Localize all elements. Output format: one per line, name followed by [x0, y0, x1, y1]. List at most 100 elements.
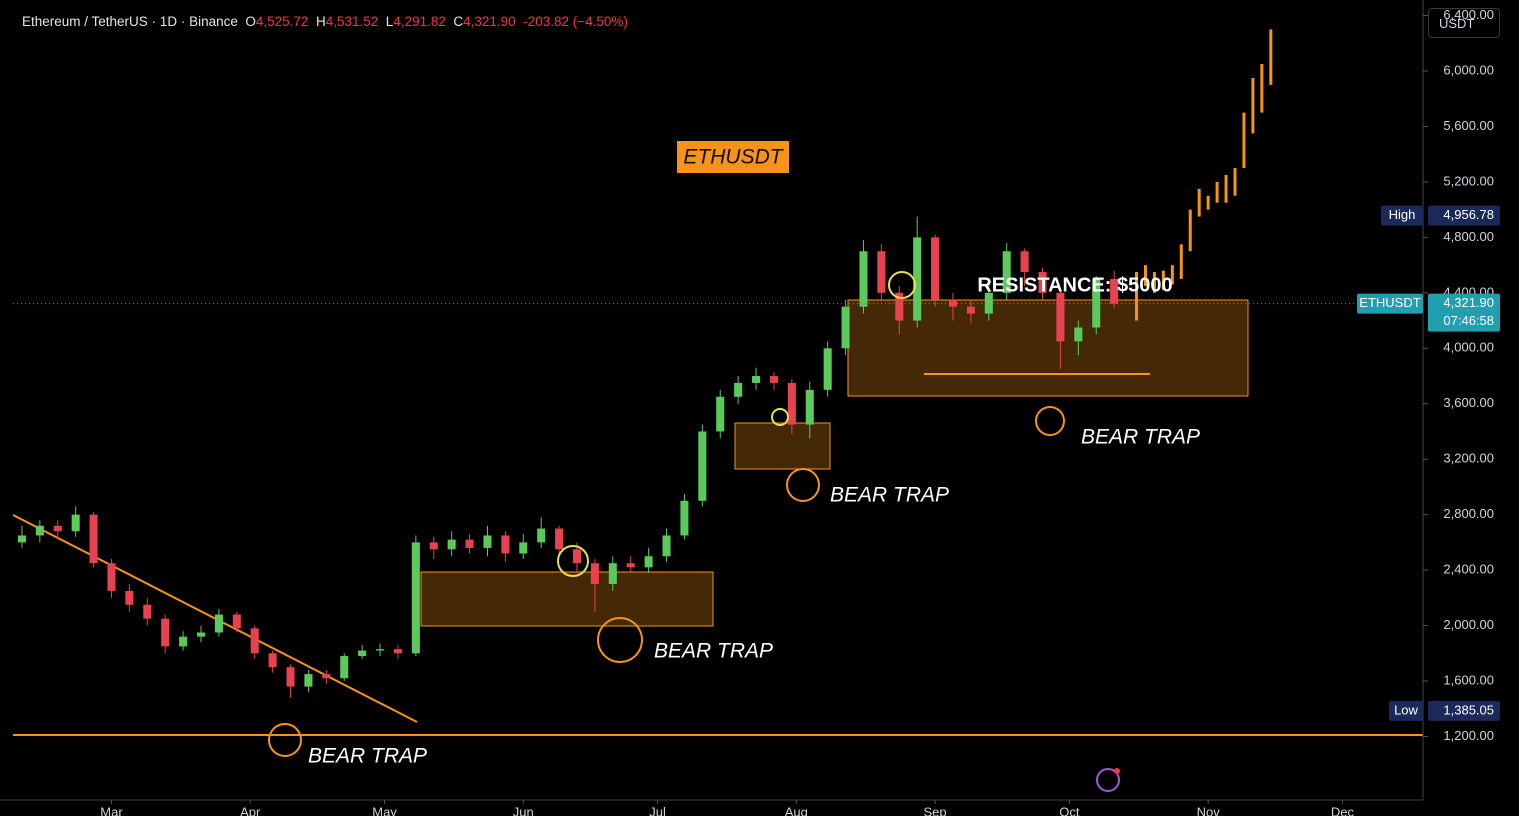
candle-body	[644, 556, 653, 568]
candle-body	[89, 514, 98, 564]
candle-body	[537, 528, 546, 543]
ohlc-label: C	[453, 14, 464, 29]
marker-value: 4,321.90	[1443, 295, 1494, 310]
candle-body	[411, 542, 420, 654]
candle-body	[662, 535, 671, 557]
candle-body	[555, 528, 564, 550]
y-tick-label: 6,400.00	[1443, 7, 1494, 22]
projection-bar	[1179, 244, 1183, 279]
x-tick-label: Nov	[1197, 804, 1221, 816]
projection-bar	[1161, 270, 1165, 291]
marker-value: 1,385.05	[1443, 702, 1494, 717]
currency-button[interactable]: USDT	[1428, 8, 1500, 38]
x-tick-label: Oct	[1059, 804, 1080, 816]
candle-body	[304, 674, 313, 687]
candle-body	[913, 237, 922, 321]
marker-tag	[1381, 205, 1423, 226]
candle-body	[501, 535, 510, 554]
marker-name: Low	[1394, 702, 1418, 717]
projection-bar	[1242, 112, 1246, 169]
projection-bar	[1170, 265, 1174, 285]
candle-body	[1110, 278, 1119, 304]
candle-body	[214, 614, 223, 633]
candle-body	[1002, 251, 1011, 293]
ohlc-label: L	[385, 14, 394, 29]
projection-bar	[1197, 188, 1201, 217]
price-box	[1428, 293, 1500, 332]
projection-bar	[1224, 174, 1228, 203]
top-circle	[557, 545, 589, 577]
y-tick-label: 4,000.00	[1443, 340, 1494, 355]
candle-body	[877, 251, 886, 293]
candle-body	[465, 539, 474, 548]
candle-body	[769, 376, 778, 383]
projection-bar	[1215, 181, 1219, 203]
y-tick-label: 1,600.00	[1443, 672, 1494, 687]
ohlc-label: H	[315, 14, 326, 29]
candle-body	[841, 306, 850, 349]
candle-body	[143, 604, 152, 619]
y-tick-label: 5,600.00	[1443, 118, 1494, 133]
alert-icon[interactable]	[1096, 768, 1120, 792]
y-tick-label: 2,000.00	[1443, 617, 1494, 632]
x-tick-label: Aug	[785, 804, 808, 816]
y-tick-label: 1,200.00	[1443, 728, 1494, 743]
candle-body	[17, 535, 26, 543]
price-box	[1428, 700, 1500, 721]
candle-body	[53, 525, 62, 532]
projection-bar	[1206, 195, 1210, 210]
candle-body	[984, 292, 993, 314]
marker-name: High	[1389, 207, 1416, 222]
candle-body	[698, 431, 707, 501]
candle-body	[608, 563, 617, 584]
candle-body	[1038, 272, 1047, 293]
marker-value: 4,956.78	[1443, 207, 1494, 222]
x-tick-label: Apr	[240, 804, 261, 816]
candle-body	[1092, 278, 1101, 328]
bear-trap-label: BEAR TRAP	[1081, 426, 1200, 449]
candle-body	[393, 649, 402, 654]
projection-bar	[1233, 168, 1237, 196]
candle-body	[71, 514, 80, 532]
x-tick-label: May	[372, 804, 397, 816]
candle-body	[680, 500, 689, 536]
candle-body	[196, 632, 206, 637]
candle-body	[483, 535, 492, 548]
candle-body	[447, 539, 456, 550]
range-box	[420, 571, 714, 627]
projection-bar	[1251, 77, 1255, 134]
projection-bar	[1269, 29, 1273, 85]
countdown: 07:46:58	[1443, 313, 1494, 328]
candle-body	[590, 563, 599, 584]
projection-bar	[1188, 209, 1192, 252]
candle-body	[286, 667, 295, 687]
symbol: Ethereum / TetherUS · 1D · Binance	[22, 14, 238, 29]
candle-body	[519, 542, 528, 554]
plot	[17, 29, 1273, 698]
circles	[268, 271, 1065, 757]
marker-name: ETHUSDT	[1359, 295, 1420, 310]
candle-body	[340, 656, 349, 679]
bear-trap-label: BEAR TRAP	[654, 640, 773, 663]
candle-body	[376, 649, 385, 651]
candle-body	[429, 542, 438, 550]
x-tick-label: Dec	[1331, 804, 1355, 816]
candle-body	[787, 382, 796, 425]
candle-body	[268, 653, 277, 668]
legend-header: Ethereum / TetherUS · 1D · Binance O4,52…	[22, 14, 628, 29]
candle-body	[250, 628, 259, 654]
candle-body	[125, 590, 134, 605]
trap-circle	[786, 468, 820, 502]
y-tick-label: 5,200.00	[1443, 173, 1494, 188]
bear-trap-label: BEAR TRAP	[308, 745, 427, 768]
ohlc-value: 4,525.72	[255, 14, 309, 29]
trap-circle	[268, 723, 302, 757]
y-tick-label: 2,400.00	[1443, 562, 1494, 577]
ohlc-value: 4,321.90	[463, 14, 516, 29]
y-tick-label: 3,200.00	[1443, 451, 1494, 466]
candle-body	[161, 618, 170, 647]
range-box	[734, 422, 831, 470]
candle-body	[895, 292, 904, 321]
bear-trap-label: BEAR TRAP	[830, 484, 949, 507]
